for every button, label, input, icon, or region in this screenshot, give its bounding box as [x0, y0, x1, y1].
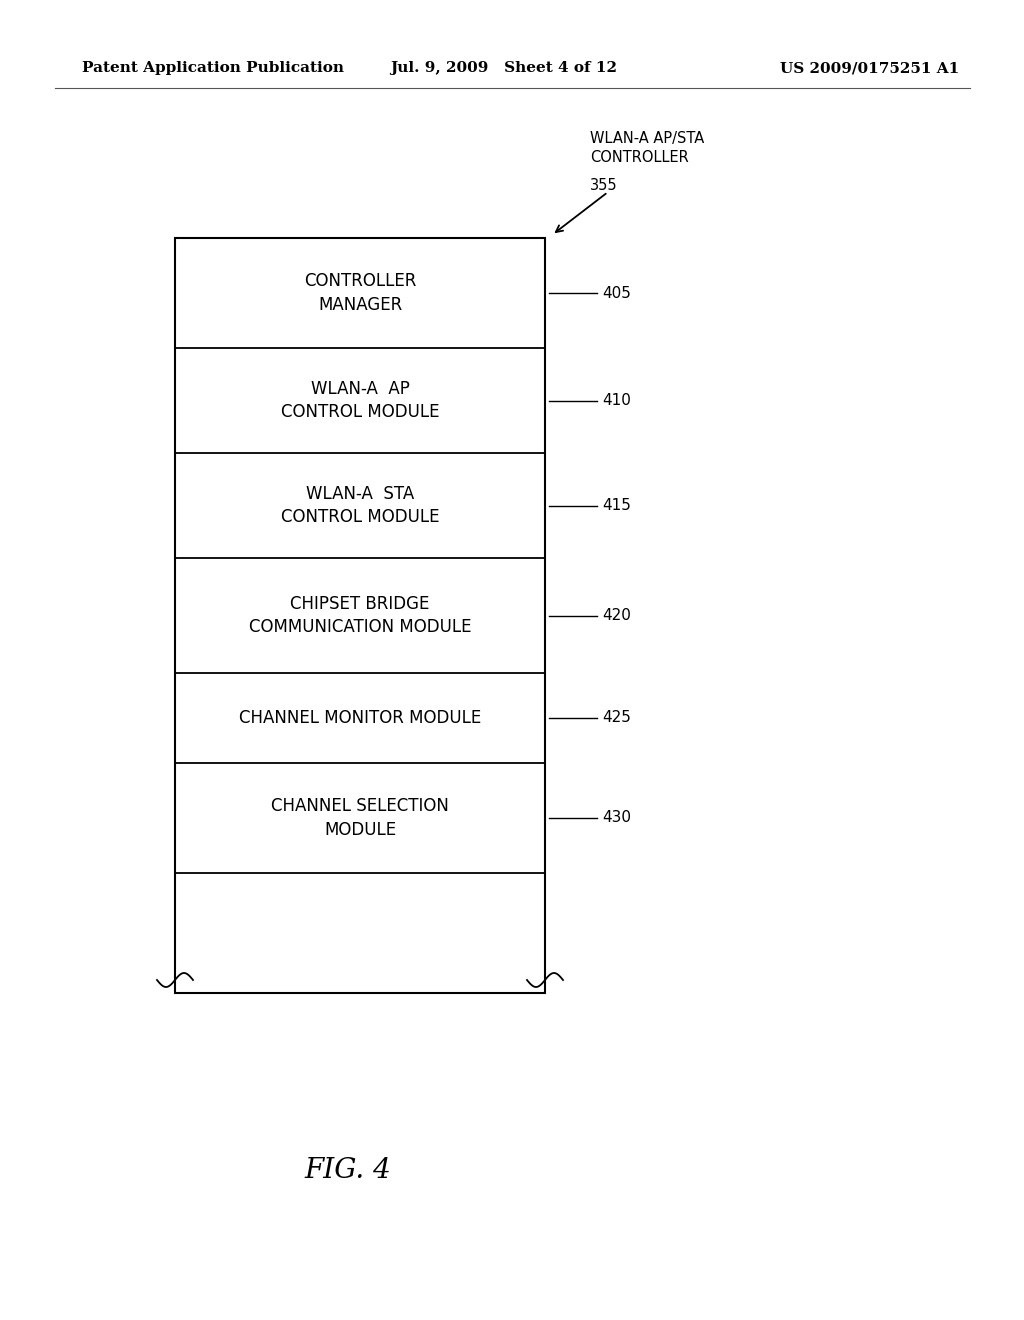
Text: 405: 405 — [602, 285, 631, 301]
Text: WLAN-A  AP
CONTROL MODULE: WLAN-A AP CONTROL MODULE — [281, 380, 439, 421]
Text: 420: 420 — [602, 609, 631, 623]
Text: CHIPSET BRIDGE
COMMUNICATION MODULE: CHIPSET BRIDGE COMMUNICATION MODULE — [249, 595, 471, 636]
Text: WLAN-A  STA
CONTROL MODULE: WLAN-A STA CONTROL MODULE — [281, 484, 439, 527]
Text: FIG. 4: FIG. 4 — [305, 1156, 391, 1184]
Text: CONTROLLER: CONTROLLER — [590, 150, 689, 165]
Text: 425: 425 — [602, 710, 631, 726]
Text: 410: 410 — [602, 393, 631, 408]
Text: US 2009/0175251 A1: US 2009/0175251 A1 — [780, 61, 959, 75]
Text: Patent Application Publication: Patent Application Publication — [82, 61, 344, 75]
Text: CHANNEL SELECTION
MODULE: CHANNEL SELECTION MODULE — [271, 797, 449, 838]
Text: Jul. 9, 2009   Sheet 4 of 12: Jul. 9, 2009 Sheet 4 of 12 — [390, 61, 617, 75]
Text: 355: 355 — [590, 177, 617, 193]
Text: WLAN-A AP/STA: WLAN-A AP/STA — [590, 131, 705, 145]
Text: 430: 430 — [602, 810, 631, 825]
Text: CHANNEL MONITOR MODULE: CHANNEL MONITOR MODULE — [239, 709, 481, 727]
Text: 415: 415 — [602, 498, 631, 513]
Bar — [175, 238, 545, 993]
Text: CONTROLLER
MANAGER: CONTROLLER MANAGER — [304, 272, 416, 314]
